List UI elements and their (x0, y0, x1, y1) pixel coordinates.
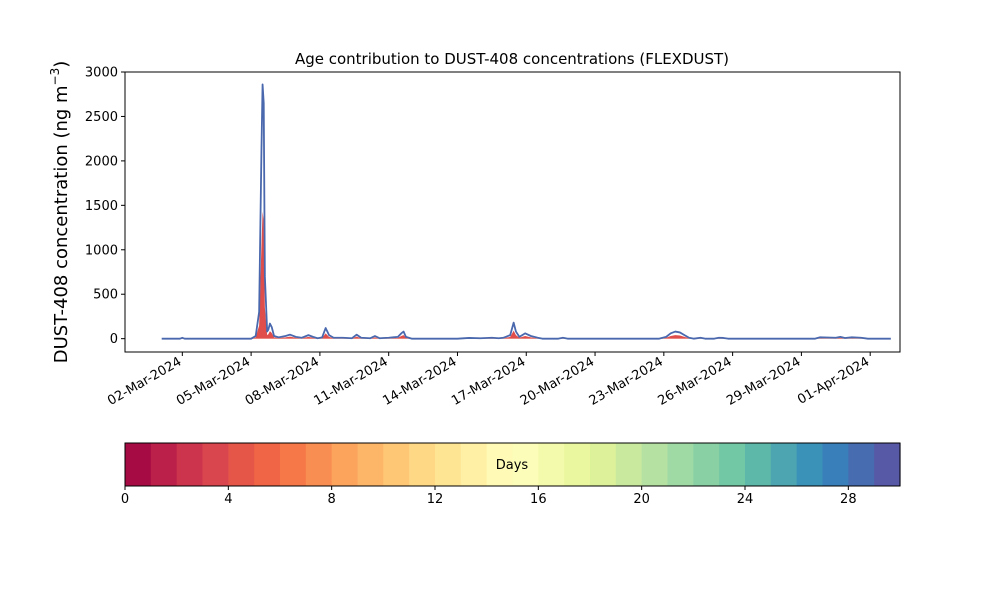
x-tick-label: 08-Mar-2024 (243, 354, 322, 408)
y-tick-label: 3000 (85, 66, 118, 81)
colorbar-bin (383, 443, 410, 486)
colorbar-bin (848, 443, 875, 486)
total-concentration-line (161, 83, 891, 340)
x-tick-label: 23-Mar-2024 (587, 354, 666, 408)
x-tick-label: 05-Mar-2024 (174, 354, 253, 408)
colorbar-ticks: 0 4 8 12 16 20 24 28 (121, 486, 857, 507)
colorbar-bin (357, 443, 384, 486)
colorbar-bin (667, 443, 694, 486)
x-tick-label: 17-Mar-2024 (449, 354, 528, 408)
colorbar-bin (745, 443, 772, 486)
colorbar-frame (124, 442, 901, 487)
colorbar-bin (693, 443, 720, 486)
colorbar-bin (770, 443, 798, 486)
colorbar-bin (435, 443, 462, 486)
colorbar-bin (512, 443, 539, 486)
x-tick-label: 29-Mar-2024 (724, 354, 803, 408)
colorbar-bin (822, 443, 849, 486)
colorbar-bin (150, 443, 178, 486)
plot-area (161, 83, 891, 340)
colorbar-bin (641, 443, 669, 486)
colorbar-tick-label: 8 (328, 492, 336, 507)
x-tick-label: 26-Mar-2024 (655, 354, 734, 408)
y-tick-label: 1000 (85, 243, 118, 258)
colorbar-bin (409, 443, 436, 486)
colorbar-bin (176, 443, 204, 486)
colorbar-tick-label: 4 (224, 492, 232, 507)
age-fill-8 (161, 275, 891, 339)
colorbar-bin (564, 443, 591, 486)
y-axis-label-close: ) (51, 61, 72, 68)
y-axis-label: DUST-408 concentration (ng m−3) (48, 61, 72, 364)
colorbar-bin (615, 443, 643, 486)
y-tick-label: 1500 (85, 199, 118, 214)
y-tick-label: 0 (110, 332, 118, 347)
x-tick-label: 02-Mar-2024 (105, 354, 184, 408)
colorbar-bin (305, 443, 333, 486)
y-tick-label: 500 (93, 288, 118, 303)
colorbar-bin (719, 443, 746, 486)
x-tick-label: 11-Mar-2024 (312, 354, 391, 408)
y-tick-label: 2500 (85, 110, 118, 125)
chart-title: Age contribution to DUST-408 concentrati… (295, 50, 729, 68)
colorbar-bin (228, 443, 255, 486)
y-axis: 0 500 1000 1500 2000 2500 3000 (85, 66, 125, 347)
colorbar-bin (280, 443, 307, 486)
y-tick-label: 2000 (85, 154, 118, 169)
y-axis-label-superscript: −3 (48, 68, 62, 86)
colorbar-bin (254, 443, 281, 486)
colorbar (124, 442, 901, 487)
colorbar-tick-label: 12 (427, 492, 444, 507)
colorbar-bin (486, 443, 514, 486)
x-tick-label: 20-Mar-2024 (518, 354, 597, 408)
y-axis-label-main: DUST-408 concentration (ng m (51, 85, 72, 363)
age-fill-4 (161, 211, 891, 339)
colorbar-tick-label: 24 (737, 492, 754, 507)
colorbar-bin (202, 443, 229, 486)
colorbar-bin (590, 443, 617, 486)
colorbar-bin (125, 443, 152, 486)
x-tick-label: 14-Mar-2024 (380, 354, 459, 408)
colorbar-bin (538, 443, 565, 486)
colorbar-bin (460, 443, 488, 486)
colorbar-tick-label: 16 (530, 492, 547, 507)
colorbar-tick-label: 28 (840, 492, 857, 507)
colorbar-bin (331, 443, 359, 486)
colorbar-tick-label: 0 (121, 492, 129, 507)
colorbar-bin (796, 443, 824, 486)
colorbar-tick-label: 20 (633, 492, 650, 507)
colorbar-label: Days (496, 458, 529, 473)
x-tick-label: 01-Apr-2024 (795, 354, 872, 407)
plot-frame (124, 71, 901, 353)
colorbar-bin (874, 443, 901, 486)
x-axis: 02-Mar-202405-Mar-202408-Mar-202411-Mar-… (105, 352, 872, 409)
